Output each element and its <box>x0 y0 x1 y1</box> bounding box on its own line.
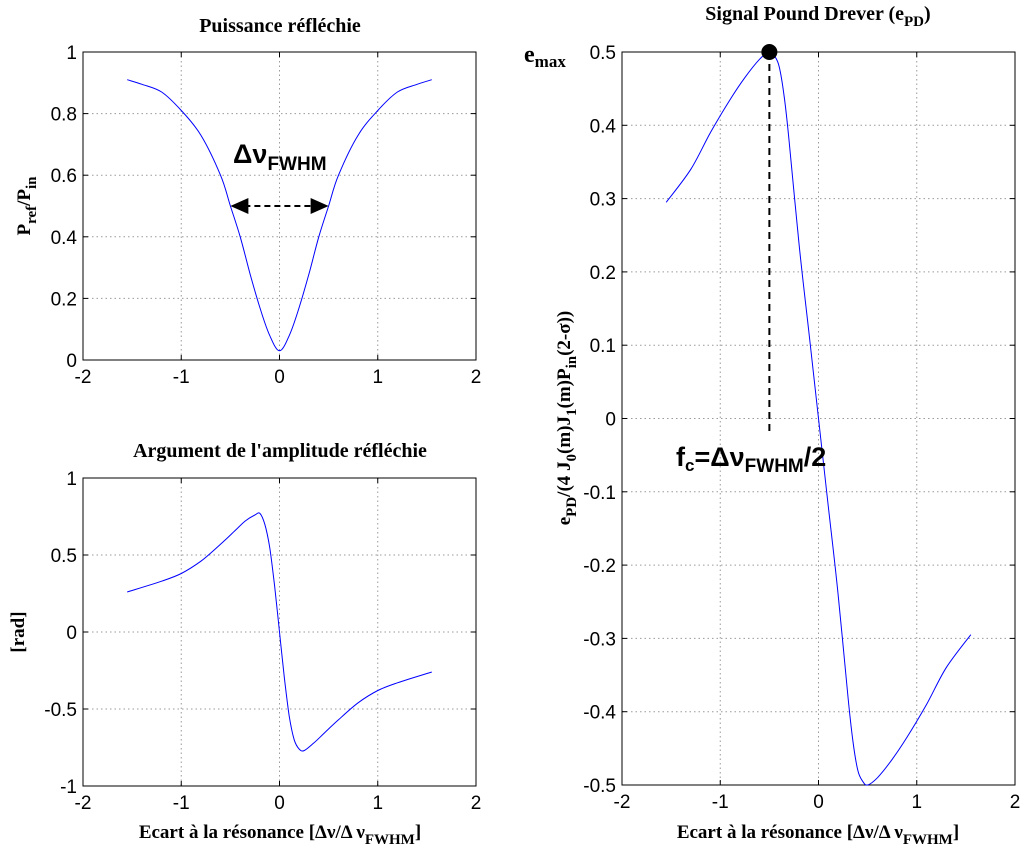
power-series-line <box>127 79 432 352</box>
x-tick-label: 2 <box>1010 792 1021 813</box>
y-tick-label: -0.5 <box>583 776 616 797</box>
power-title: Puissance réfléchie <box>199 15 361 37</box>
fwhm-arrowhead-right <box>310 198 329 214</box>
y-tick-label: 0.1 <box>590 336 616 357</box>
pdh-grid <box>622 52 1015 785</box>
y-tick-label: -0.2 <box>583 556 616 577</box>
x-tick-label: -1 <box>173 367 190 388</box>
y-tick-label: 0.4 <box>590 116 617 137</box>
power-y-ticks: 0 0.2 0.4 0.6 0.8 1 <box>51 43 476 372</box>
y-tick-label: 0.8 <box>51 105 77 126</box>
y-tick-label: 0.4 <box>51 228 78 249</box>
pdh-y-label: ePD/(4 J0(m)J1(m)Pin(2-σ)) <box>554 311 580 526</box>
peak-marker <box>761 44 778 60</box>
panel-power: Puissance réfléchie -2 -1 0 1 2 0 0.2 0.4 0.6 0.… <box>14 15 481 388</box>
x-tick-label: -1 <box>712 792 729 813</box>
pdh-x-label: Ecart à la résonance [Δν/Δ νFWHM] <box>677 822 959 848</box>
x-tick-label: -2 <box>75 793 92 814</box>
pdh-y-ticks: -0.5 -0.4 -0.3 -0.2 -0.1 0 0.1 0.2 0.3 0.4 0.5 <box>583 43 1015 797</box>
x-tick-label: -1 <box>173 793 190 814</box>
y-tick-label: 0 <box>66 351 77 372</box>
x-tick-label: 2 <box>471 367 482 388</box>
panel-pdh: Signal Pound Drever (ePD) -2 -1 0 1 2 -0.5-0… <box>524 3 1020 848</box>
x-tick-label: 1 <box>372 793 383 814</box>
y-tick-label: 0.2 <box>51 289 77 310</box>
emax-label: emax <box>524 42 566 71</box>
phase-title: Argument de l'amplitude réfléchie <box>133 440 427 462</box>
pdh-x-ticks: -2 -1 0 1 2 <box>614 52 1021 813</box>
y-tick-label: -0.4 <box>583 703 616 724</box>
y-tick-label: 0 <box>605 410 616 431</box>
phase-x-label: Ecart à la résonance [Δν/Δ νFWHM] <box>139 822 421 848</box>
x-tick-label: 0 <box>274 793 285 814</box>
fwhm-label: ΔνFWHM <box>233 139 327 175</box>
phase-series-line <box>127 512 432 752</box>
pdh-title: Signal Pound Drever (ePD) <box>705 3 930 30</box>
fwhm-arrow <box>230 198 329 214</box>
y-tick-label: 0.2 <box>590 263 616 284</box>
y-tick-label: 1 <box>66 469 77 490</box>
fwhm-arrowhead-left <box>230 198 249 214</box>
y-tick-label: 0.3 <box>590 190 616 211</box>
pdh-series-line <box>665 51 972 786</box>
phase-x-ticks: -2 -1 0 1 2 <box>75 478 482 814</box>
y-tick-label: 0.6 <box>51 166 77 187</box>
y-tick-label: -0.1 <box>583 483 616 504</box>
x-tick-label: 0 <box>813 792 824 813</box>
phase-y-label: [rad] <box>8 611 29 652</box>
y-tick-label: -1 <box>60 777 77 798</box>
y-tick-label: 1 <box>66 43 77 64</box>
panel-phase: Argument de l'amplitude réfléchie -2 -1 0 1… <box>8 440 481 848</box>
x-tick-label: -2 <box>75 367 92 388</box>
y-tick-label: -0.3 <box>583 629 616 650</box>
x-tick-label: 1 <box>911 792 922 813</box>
x-tick-label: -2 <box>614 792 631 813</box>
power-y-label: Pref/Pin <box>14 176 40 236</box>
y-tick-label: 0.5 <box>590 43 616 64</box>
x-tick-label: 2 <box>471 793 482 814</box>
y-tick-label: -0.5 <box>44 700 77 721</box>
x-tick-label: 0 <box>274 367 285 388</box>
y-tick-label: 0.5 <box>51 546 77 567</box>
x-tick-label: 1 <box>372 367 383 388</box>
y-tick-label: 0 <box>66 623 77 644</box>
power-x-ticks: -2 -1 0 1 2 <box>75 52 482 388</box>
phase-y-ticks: -1 -0.5 0 0.5 1 <box>44 469 476 798</box>
fc-label: fc=ΔνFWHM/2 <box>676 442 826 477</box>
